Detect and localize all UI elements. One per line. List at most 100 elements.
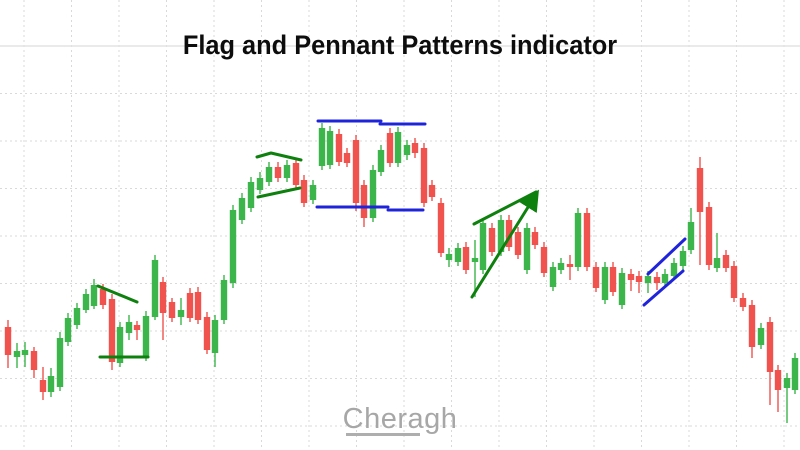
candle-body-up (574, 213, 582, 267)
candle-body-down (462, 247, 470, 270)
candle-body-up (21, 350, 29, 355)
pennant-lower-line (470, 189, 539, 299)
candle-body-down (411, 143, 419, 153)
candle-body-down (335, 134, 343, 162)
candle-body-up (47, 376, 55, 392)
candle-body-up (687, 222, 695, 250)
candle-body-down (30, 351, 38, 370)
candle-body-up (220, 280, 228, 320)
candle-body-down (609, 267, 617, 292)
candle-body-down (420, 148, 428, 203)
candle-body-down (428, 185, 436, 197)
candle-body-up (713, 258, 721, 268)
candle-body-down (108, 299, 116, 362)
candle-body-up (229, 210, 237, 283)
candle-body-up (318, 128, 326, 166)
flag-2-upper-line (255, 151, 303, 162)
candle-body-up (177, 310, 185, 317)
candle-body-down (292, 163, 300, 185)
candle-body-down (168, 302, 176, 318)
candle-body-down (186, 293, 194, 318)
candle-body-up (557, 263, 565, 270)
candle-body-down (653, 277, 661, 283)
candle-body-down (488, 228, 496, 252)
candle-body-up (265, 167, 273, 182)
candle-body-up (256, 178, 264, 190)
candle-body-up (125, 322, 133, 333)
candle-body-up (601, 267, 609, 300)
candle-body-down (39, 380, 47, 392)
candle-body-down (635, 276, 643, 282)
candle-body-down (592, 267, 600, 288)
candle-body-down (514, 232, 522, 255)
candle-body-up (116, 327, 124, 363)
candle-body-up (73, 308, 81, 325)
candle-body-up (142, 316, 150, 358)
candle-body-down (566, 264, 574, 267)
candle-body-down (386, 133, 394, 163)
candle-body-down (705, 207, 713, 265)
candle-body-down (274, 167, 282, 178)
candle-body-up (523, 228, 531, 270)
candle-body-up (454, 248, 462, 262)
candle-body-down (352, 140, 360, 203)
candle-body-up (618, 273, 626, 305)
candle-body-up (549, 267, 557, 287)
candle-body-down (194, 292, 202, 320)
candle-body-down (133, 325, 141, 330)
candle-body-up (82, 294, 90, 310)
flag-3-lower-line (642, 269, 685, 307)
candle-body-up (479, 223, 487, 270)
candle-body-down (360, 185, 368, 218)
candle-body-down (99, 289, 107, 305)
candle-body-up (670, 263, 678, 276)
flag-2-lower-line (256, 186, 302, 199)
candle-body-up (644, 276, 652, 283)
candle-body-up (757, 328, 765, 345)
candle-body-up (377, 150, 385, 172)
candle-body-up (326, 131, 334, 165)
candle-body-up (90, 285, 98, 306)
candle-body-up (13, 351, 21, 357)
flag-3-upper-line (646, 237, 687, 276)
candle-body-up (369, 170, 377, 218)
candle-body-down (627, 274, 635, 280)
candle-body-down (540, 247, 548, 273)
candle-body-up (211, 320, 219, 353)
candle-body-down (437, 203, 445, 253)
candle-body-up (791, 358, 799, 390)
candle-body-down (4, 327, 12, 355)
candle-body-up (247, 182, 255, 208)
candle-body-down (774, 370, 782, 390)
candle-body-down (531, 232, 539, 245)
candle-body-up (679, 251, 687, 266)
candle-body-down (203, 317, 211, 350)
candle-body-up (56, 338, 64, 387)
flag-1-upper-line (96, 284, 139, 304)
candle-body-down (739, 298, 747, 307)
candle-body-down (505, 220, 513, 247)
candle-body-up (471, 258, 479, 262)
page-title: Flag and Pennant Patterns indicator (182, 30, 618, 60)
candle-body-up (661, 274, 669, 283)
candle-body-up (151, 260, 159, 317)
candle-body-down (696, 168, 704, 212)
watermark: Cheragh (0, 403, 800, 436)
candle-body-up (238, 198, 246, 220)
candle-body-up (64, 318, 72, 342)
candle-body-down (300, 180, 308, 203)
watermark-text: Cheragh (342, 403, 458, 435)
candle-body-down (583, 213, 591, 267)
candle-body-down (159, 282, 167, 313)
candle-body-down (748, 305, 756, 347)
candle-body-up (445, 254, 453, 260)
candle-body-up (783, 378, 791, 388)
candle-body-up (497, 220, 505, 252)
watermark-underline (346, 433, 420, 436)
candle-body-up (283, 165, 291, 178)
candle-body-up (309, 185, 317, 200)
candle-body-up (394, 132, 402, 163)
candle-body-down (343, 153, 351, 163)
